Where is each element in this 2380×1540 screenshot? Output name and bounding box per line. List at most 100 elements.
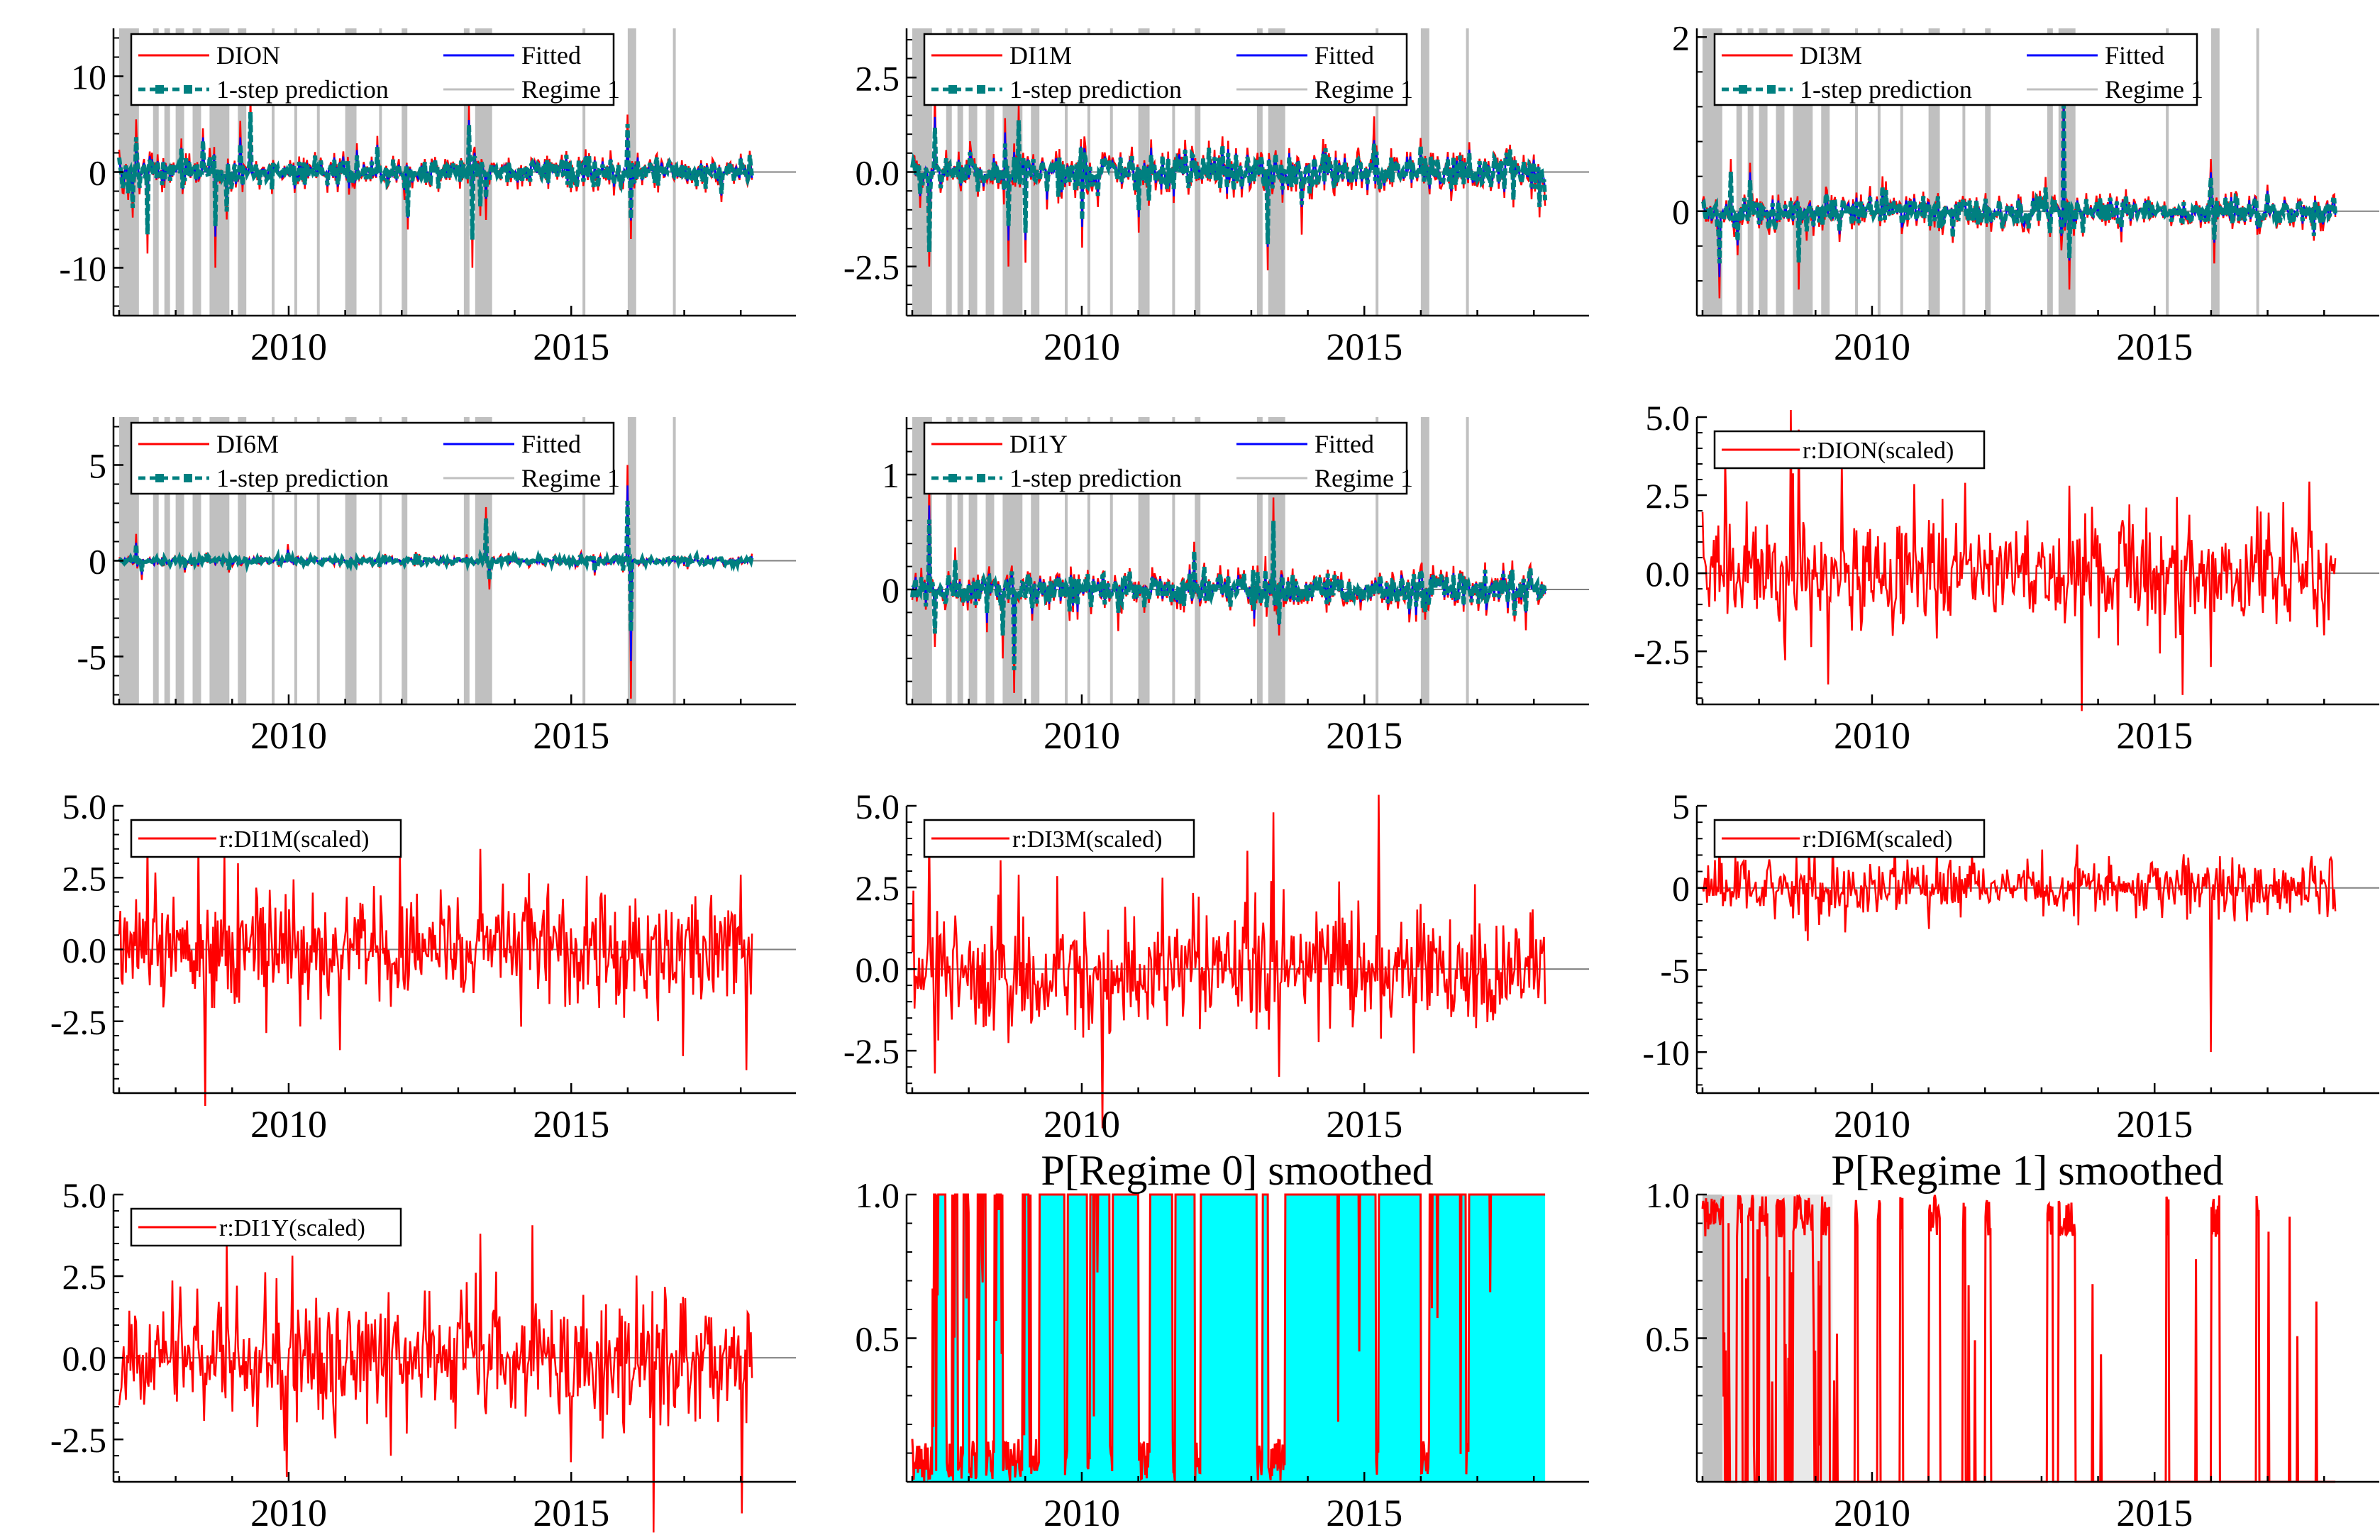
legend-label: Regime 1: [2105, 75, 2203, 104]
regime-band: [2210, 28, 2220, 316]
legend-box: [130, 33, 615, 106]
regime-band: [1759, 28, 1768, 316]
x-tick-label: 2015: [533, 714, 609, 757]
regime-band: [1877, 28, 1881, 316]
legend-label: Fitted: [2105, 41, 2164, 70]
actual-series: [911, 794, 1546, 1129]
y-tick-label: 2.5: [62, 858, 107, 898]
regime-band: [1065, 417, 1068, 704]
y-tick-label: 0.0: [856, 950, 900, 990]
legend-marker: [155, 474, 164, 482]
panel-di3m: 2 0 2010 2015 DI3M Fitted 1-step prediction Reg…: [1672, 18, 2379, 368]
y-tick-label: 1.0: [1646, 1175, 1690, 1215]
regime-band: [1821, 28, 1830, 316]
prediction-series: [910, 120, 1548, 253]
y-tick-label: 5.0: [1646, 398, 1690, 438]
legend-marker: [1739, 85, 1747, 94]
y-tick-label: 0.5: [1646, 1319, 1690, 1359]
legend-label: Regime 1: [521, 464, 620, 492]
legend-marker: [948, 85, 957, 94]
legend: r:DION(scaled): [1713, 430, 1986, 470]
regime-band: [1985, 28, 1991, 316]
legend-box: [923, 33, 1408, 106]
panel-r_di6m: 5 0 -5 -10 2010 2015 r:DI6M(scaled): [1642, 787, 2379, 1146]
y-tick-label: -2.5: [843, 248, 900, 287]
y-tick-label: 5.0: [62, 787, 107, 826]
x-tick-label: 2010: [1834, 1103, 1910, 1146]
regime-band: [1376, 417, 1379, 704]
legend-box: [923, 819, 1195, 858]
y-tick-label: 0: [89, 542, 106, 582]
actual-series: [118, 838, 753, 1107]
legend-label: Regime 1: [521, 75, 620, 104]
y-tick-label: 2.5: [856, 868, 900, 908]
legend-marker: [184, 474, 192, 482]
legend-marker: [155, 85, 164, 94]
legend-label: r:DI6M(scaled): [1803, 826, 1952, 853]
chart-title: P[Regime 0] smoothed: [1041, 1147, 1433, 1194]
y-tick-label: -5: [77, 638, 106, 677]
panel-p_regime0: 1.0 0.5 2010 2015 P[Regime 0] smoothed: [856, 1147, 1589, 1534]
regime-band: [1087, 417, 1090, 704]
x-tick-label: 2015: [1326, 326, 1402, 368]
x-tick-label: 2010: [1834, 326, 1910, 368]
regime-band: [1900, 28, 1903, 316]
y-tick-label: 0.0: [62, 931, 107, 970]
legend: DI1Y Fitted 1-step prediction Regime 1: [923, 421, 1413, 495]
y-tick-label: 0: [1672, 192, 1690, 232]
legend-label: Regime 1: [1314, 464, 1413, 492]
prediction-series: [117, 111, 755, 240]
regime-band: [1466, 417, 1469, 704]
y-tick-label: -10: [59, 249, 106, 289]
legend: r:DI3M(scaled): [923, 819, 1195, 858]
panel-dion: 10 0 -10 2010 2015 DION Fitted 1-step predictio…: [59, 28, 796, 368]
y-tick-label: 0.5: [856, 1319, 900, 1359]
legend: r:DI1M(scaled): [130, 819, 402, 858]
x-tick-label: 2015: [2116, 1103, 2193, 1146]
panel-p_regime1: 1.0 0.5 2010 2015 P[Regime 1] smoothed: [1646, 1147, 2379, 1534]
y-tick-label: 0.0: [1646, 554, 1690, 594]
x-tick-label: 2015: [2116, 326, 2193, 368]
legend-label: r:DION(scaled): [1803, 438, 1954, 464]
actual-series: [1701, 835, 2337, 1053]
y-tick-label: 5: [1672, 787, 1690, 826]
y-tick-label: 2.5: [1646, 476, 1690, 516]
y-tick-label: 0.0: [62, 1339, 107, 1378]
panel-di1y: 1 0 2010 2015 DI1Y Fitted 1-step prediction Reg…: [882, 417, 1589, 757]
x-tick-label: 2015: [533, 326, 609, 368]
regime-band: [1962, 28, 1966, 316]
legend-label: DI1M: [1009, 41, 1072, 70]
regime-band: [968, 417, 978, 704]
legend-marker: [977, 85, 985, 94]
legend-label: Fitted: [1314, 41, 1374, 70]
regime-band: [1855, 28, 1859, 316]
panel-di6m: 5 0 -5 2010 2015 DI6M Fitted 1-step prediction R…: [77, 417, 796, 757]
y-tick-label: -2.5: [843, 1031, 900, 1071]
x-tick-label: 2015: [533, 1492, 609, 1534]
y-tick-label: 2.5: [856, 58, 900, 98]
regime-band: [985, 417, 995, 704]
y-tick-label: 1: [882, 455, 900, 495]
x-tick-label: 2010: [250, 1492, 327, 1534]
legend-marker: [184, 85, 192, 94]
regime-band: [2047, 28, 2053, 316]
legend-box: [130, 421, 615, 495]
x-tick-label: 2010: [1834, 1492, 1910, 1534]
prediction-series: [1700, 99, 2338, 264]
y-tick-label: 5.0: [62, 1175, 107, 1215]
y-tick-label: 2: [1672, 18, 1690, 57]
actual-series: [1701, 409, 2337, 711]
chart-title: P[Regime 1] smoothed: [1831, 1147, 2223, 1194]
legend-label: 1-step prediction: [216, 75, 389, 104]
regime-band: [1195, 417, 1201, 704]
y-tick-label: 2.5: [62, 1257, 107, 1297]
regime-band: [1031, 417, 1040, 704]
legend: DION Fitted 1-step prediction Regime 1: [130, 33, 620, 106]
x-tick-label: 2010: [1044, 714, 1120, 757]
legend: r:DI6M(scaled): [1713, 819, 1986, 858]
x-tick-label: 2010: [1044, 1103, 1120, 1146]
regime-band: [1736, 28, 1742, 316]
x-tick-label: 2015: [1326, 714, 1402, 757]
regime-band: [1109, 417, 1113, 704]
